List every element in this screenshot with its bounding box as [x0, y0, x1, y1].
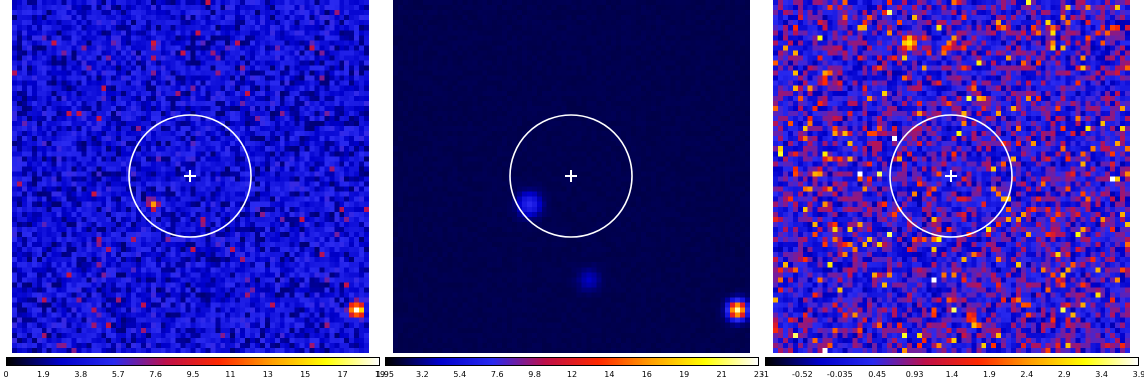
model-colorbar: [385, 357, 759, 366]
colorbar-tick-label: 3.2: [416, 370, 429, 379]
colorbar-tick-label: 21: [716, 370, 727, 379]
residual-image-panel: [773, 0, 1130, 353]
colorbar-tick-label: 1.4: [945, 370, 959, 379]
observed-colorbar: [6, 357, 380, 366]
colorbar-tick-label: 1.95: [376, 370, 394, 379]
residual-colorbar: [765, 357, 1139, 366]
colorbar-tick-label: 0.45: [868, 370, 887, 379]
colorbar-tick-label: 14: [604, 370, 615, 379]
colorbar-tick-label: 16: [641, 370, 652, 379]
colorbar-tick-label: -0.035: [826, 370, 853, 379]
colorbar-tick-label: 0: [3, 370, 9, 379]
colorbar-tick-label: 1.9: [983, 370, 996, 379]
colorbar-tick-label: 3.9: [1132, 370, 1144, 379]
colorbar-tick-label: 13: [262, 370, 273, 379]
colorbar-tick-label: 15: [300, 370, 311, 379]
source-region-circle: [128, 114, 252, 238]
colorbar-tick-label: 7.6: [490, 370, 504, 379]
observed-colorbar-ticks: 0 1.9 3.8 5.7 7.6 9.5 11 13 15 17 19: [3, 370, 385, 384]
colorbar-tick-label: 5.4: [453, 370, 467, 379]
observed-image-panel: [12, 0, 369, 353]
model-image-panel: [393, 0, 750, 353]
colorbar-tick-label: 12: [566, 370, 578, 379]
model-colorbar-ticks: 1.95 3.2 5.4 7.6 9.8 12 14 16 19 21 23: [376, 370, 764, 384]
observed-overlay: [128, 114, 252, 238]
colorbar-tick-label: 9.8: [528, 370, 541, 379]
colorbar-tick-label: 9.5: [186, 370, 200, 379]
source-region-circle: [889, 114, 1013, 238]
colorbar-tick-label: 0.93: [905, 370, 924, 379]
colorbar-tick-label: 11: [225, 370, 236, 379]
colorbar-tick-label: 5.7: [111, 370, 125, 379]
colorbar-tick-label: 3.4: [1095, 370, 1108, 379]
colorbar-tick-label: 19: [374, 370, 386, 379]
colorbar-tick-label: 19: [679, 370, 690, 379]
colorbar-tick-label: 1.9: [37, 370, 50, 379]
colorbar-tick-label: 17: [337, 370, 348, 379]
colorbar-tick-label: -1: [761, 370, 769, 379]
colorbar-tick-label: 2.4: [1020, 370, 1034, 379]
colorbar-tick-label: 7.6: [149, 370, 162, 379]
colorbar-tick-label: 3.8: [74, 370, 88, 379]
source-region-circle: [509, 114, 633, 238]
model-overlay: [509, 114, 633, 238]
colorbar-tick-label: -0.52: [792, 370, 813, 379]
colorbar-tick-label: 2.9: [1057, 370, 1071, 379]
colorbar-tick-label: 23: [753, 370, 765, 379]
residual-colorbar-ticks: -1 -0.52 -0.035 0.45 0.93 1.4 1.9 2.4 2.9 3.4 3.9: [761, 370, 1144, 384]
residual-overlay: [889, 114, 1013, 238]
